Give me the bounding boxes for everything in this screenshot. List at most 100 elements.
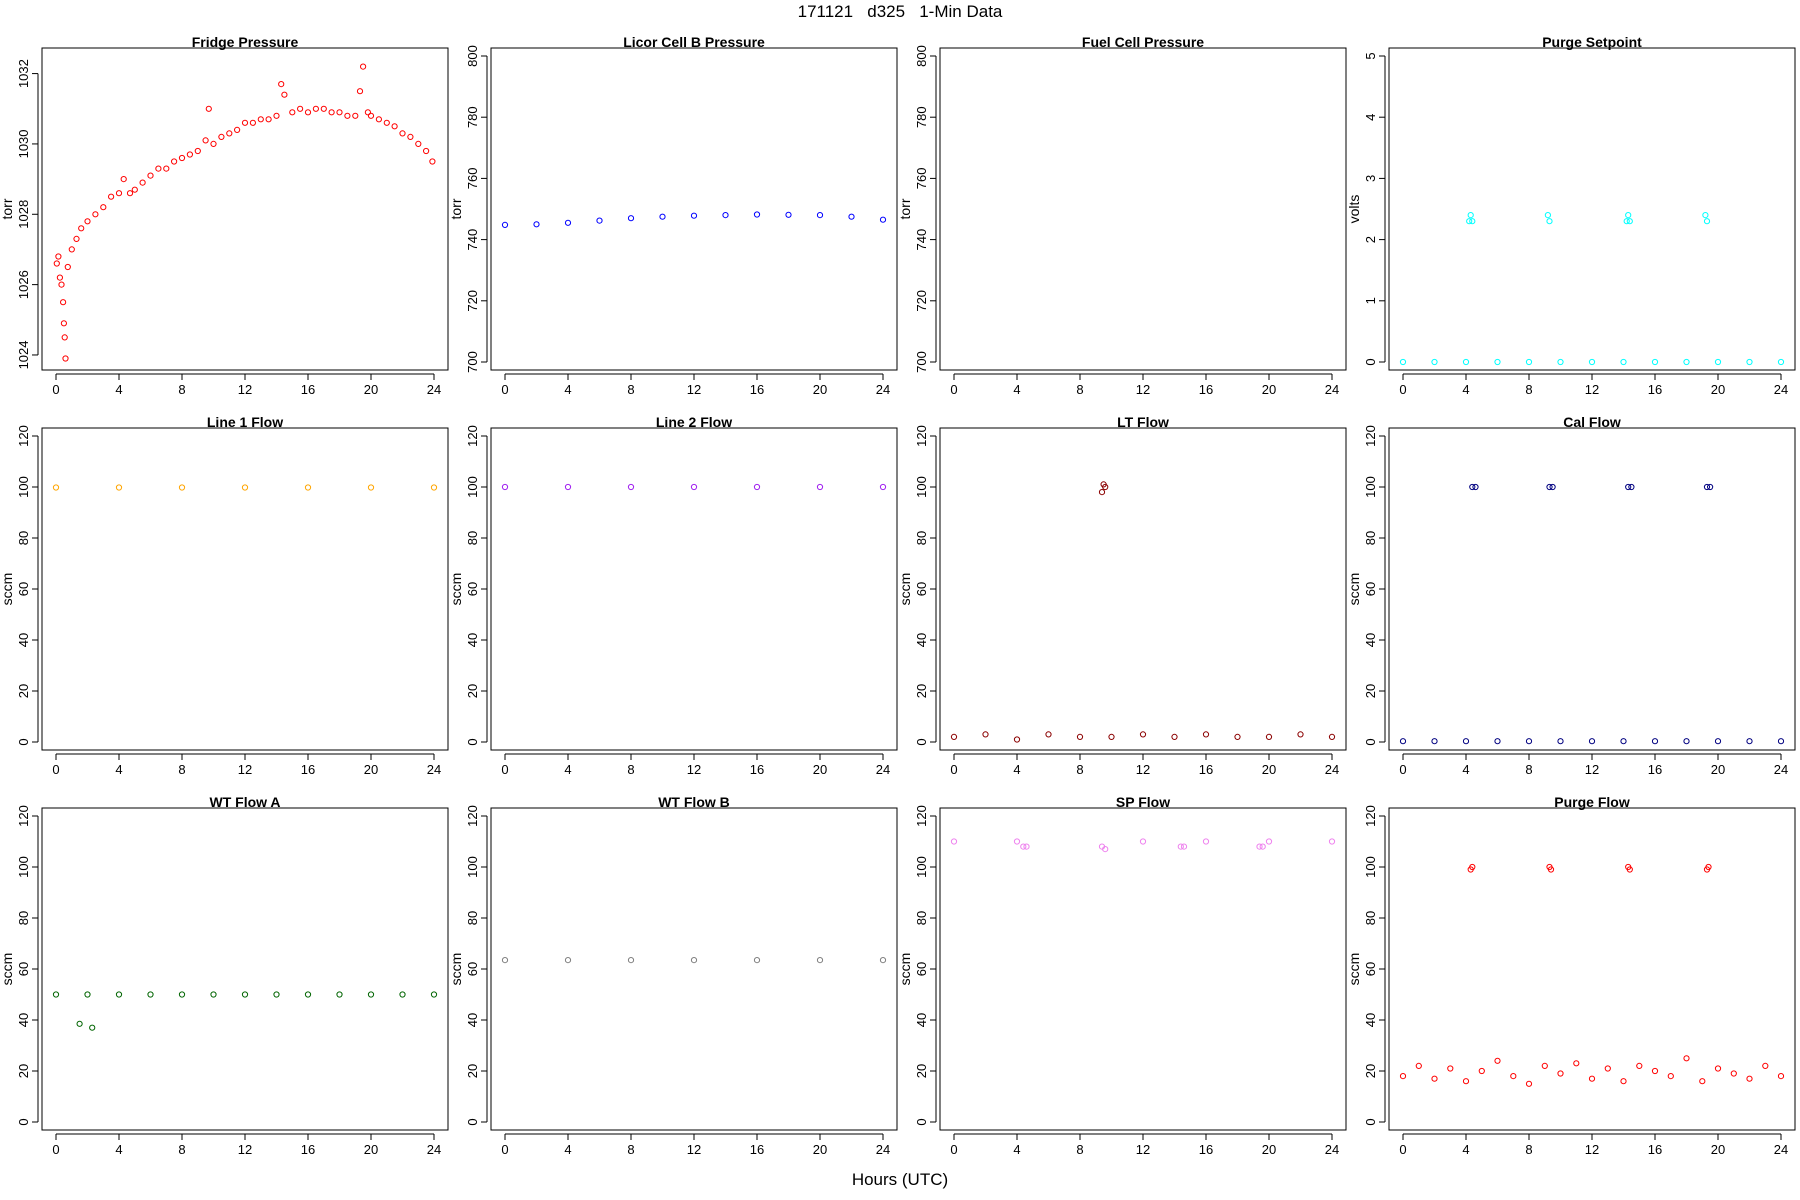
panel-title: LT Flow: [1117, 414, 1169, 430]
data-point: [950, 838, 958, 845]
x-tick-label: 0: [501, 762, 508, 777]
data-point: [68, 246, 75, 253]
plot-frame: [490, 807, 898, 1131]
y-tick-label: 60: [1363, 962, 1378, 976]
y-tick-label: 80: [465, 531, 480, 545]
data-point: [1431, 738, 1438, 745]
x-tick-label: 16: [750, 382, 764, 397]
x-tick-label: 24: [427, 762, 441, 777]
y-tick-label: 20: [16, 1064, 31, 1078]
y-tick-label: 80: [16, 531, 31, 545]
y-axis-label: sccm: [897, 953, 913, 986]
data-point: [564, 219, 572, 226]
x-tick-label: 20: [364, 762, 378, 777]
data-point: [1762, 1062, 1769, 1070]
data-point: [1202, 731, 1210, 738]
data-point: [58, 281, 65, 288]
data-point: [501, 483, 509, 491]
data-point: [1297, 731, 1304, 738]
data-point: [1620, 358, 1627, 366]
y-tick-label: 40: [16, 1013, 31, 1027]
y-axis-label: sccm: [1346, 953, 1362, 986]
x-tick-label: 12: [1585, 762, 1599, 777]
data-point: [1431, 358, 1438, 366]
data-point: [430, 991, 438, 998]
y-tick-label: 0: [914, 738, 929, 745]
plot-frame: [1388, 47, 1796, 371]
y-tick-label: 20: [16, 684, 31, 698]
y-tick-label: 120: [16, 425, 31, 447]
x-tick-label: 8: [1076, 1142, 1083, 1157]
data-point: [92, 211, 99, 218]
y-tick-label: 60: [16, 962, 31, 976]
x-tick-label: 8: [178, 762, 185, 777]
y-axis-label: torr: [448, 198, 464, 219]
data-point: [84, 991, 91, 998]
data-point: [257, 116, 264, 123]
y-tick-label: 100: [1363, 476, 1378, 498]
y-tick-label: 1030: [16, 129, 31, 158]
data-point: [1651, 1067, 1659, 1075]
x-tick-label: 20: [813, 382, 827, 397]
panel-title: WT Flow B: [658, 794, 730, 810]
x-tick-label: 12: [238, 1142, 252, 1157]
data-point: [1588, 358, 1596, 366]
x-tick-label: 4: [564, 382, 571, 397]
data-point: [753, 483, 761, 491]
y-tick-label: 720: [914, 290, 929, 312]
plot-frame: [1388, 427, 1796, 751]
data-point: [202, 137, 209, 144]
x-tick-label: 4: [1013, 762, 1020, 777]
panel-title: Line 2 Flow: [656, 414, 732, 430]
data-point: [1328, 733, 1336, 741]
data-point: [100, 204, 107, 211]
data-point: [1399, 738, 1407, 745]
data-point: [1328, 838, 1336, 845]
data-point: [60, 299, 67, 306]
y-tick-label: 0: [1363, 738, 1378, 745]
y-tick-label: 40: [914, 633, 929, 647]
data-point: [415, 140, 422, 147]
y-axis-label: sccm: [448, 573, 464, 606]
y-axis-label: sccm: [897, 573, 913, 606]
x-tick-label: 4: [564, 762, 571, 777]
x-tick-label: 16: [1648, 1142, 1662, 1157]
x-tick-label: 4: [1462, 382, 1469, 397]
data-point: [61, 334, 68, 341]
y-tick-label: 1024: [16, 341, 31, 370]
data-point: [533, 221, 540, 228]
data-point: [879, 216, 887, 223]
data-point: [1544, 212, 1552, 219]
data-point: [1625, 212, 1632, 219]
x-tick-label: 4: [564, 1142, 571, 1157]
data-point: [304, 991, 312, 998]
data-point: [205, 105, 212, 112]
y-tick-label: 120: [914, 425, 929, 447]
data-point: [816, 212, 824, 219]
data-point: [1636, 1062, 1643, 1070]
data-point: [78, 225, 85, 232]
x-tick-label: 12: [238, 762, 252, 777]
data-point: [52, 991, 60, 998]
y-tick-label: 120: [465, 425, 480, 447]
y-tick-label: 800: [914, 45, 929, 67]
x-tick-label: 16: [1199, 762, 1213, 777]
data-point: [1494, 1057, 1501, 1064]
y-tick-label: 720: [465, 290, 480, 312]
data-point: [753, 957, 761, 964]
data-point: [178, 991, 186, 998]
y-tick-label: 80: [1363, 531, 1378, 545]
data-point: [147, 991, 154, 998]
data-point: [430, 484, 438, 491]
plot-frame: [490, 427, 898, 751]
data-point: [1714, 738, 1722, 745]
data-point: [328, 109, 335, 116]
x-tick-label: 12: [687, 762, 701, 777]
data-point: [1623, 218, 1630, 225]
y-tick-label: 80: [465, 911, 480, 925]
panel-title: WT Flow A: [209, 794, 280, 810]
data-point: [115, 190, 123, 197]
data-point: [1098, 489, 1106, 496]
data-point: [1202, 838, 1210, 845]
